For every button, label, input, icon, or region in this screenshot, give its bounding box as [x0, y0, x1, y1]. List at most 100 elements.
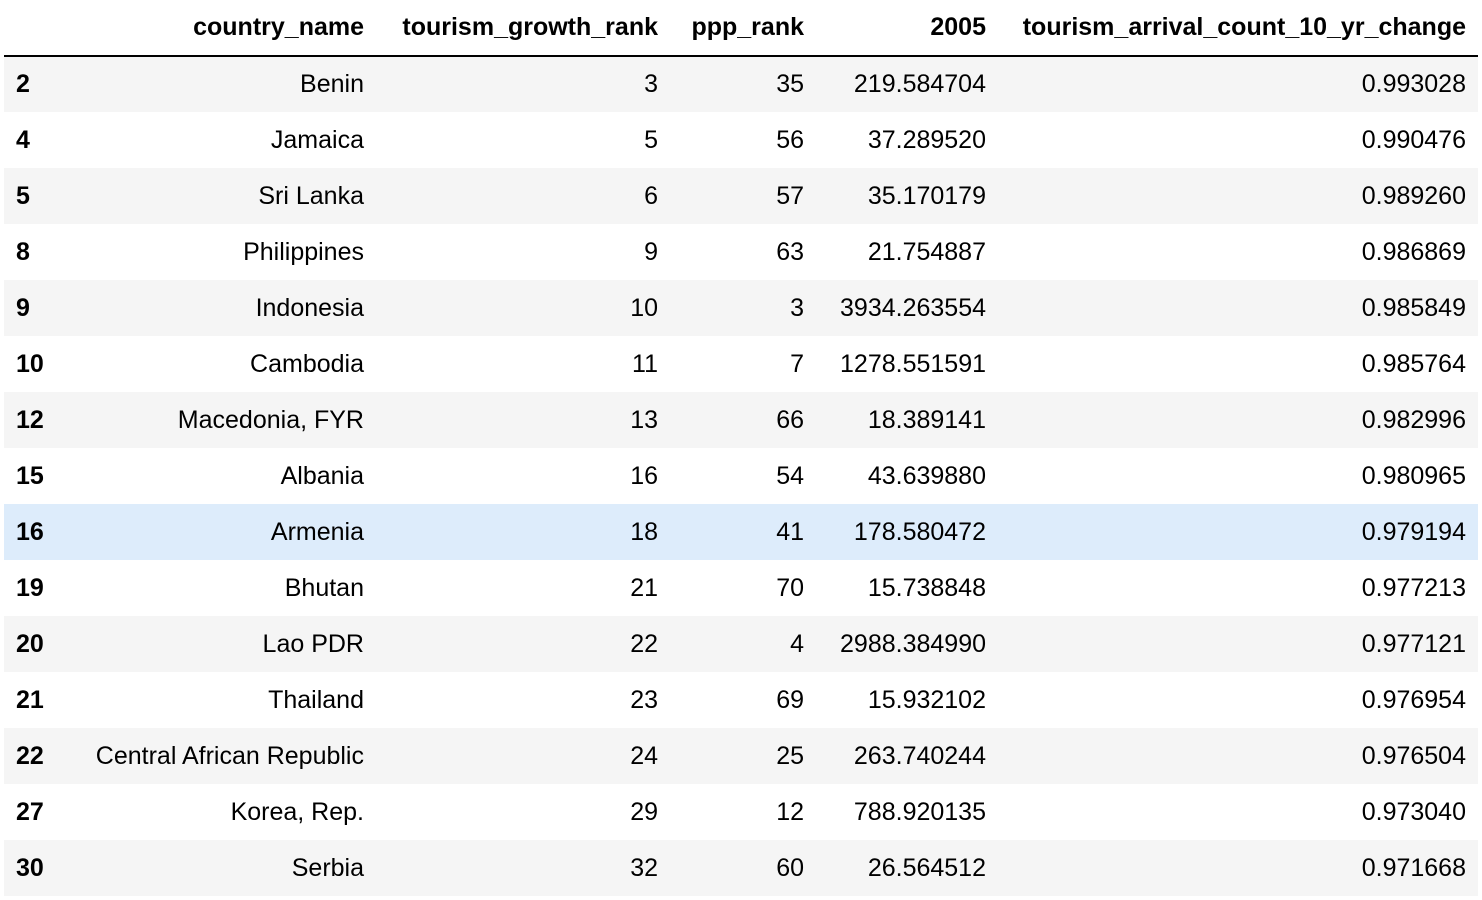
cell-country-name: Macedonia, FYR: [177, 405, 364, 434]
cell-tourism-arrival-count-10-yr-change: 0.979194: [1361, 517, 1466, 546]
cell-ppp-rank: 57: [776, 181, 804, 210]
cell-tourism-arrival-count-10-yr-change: 0.980965: [1361, 461, 1466, 490]
cell-country-name: Korea, Rep.: [230, 797, 364, 826]
cell-2005: 3934.263554: [840, 293, 986, 322]
cell-tourism-growth-rank: 10: [630, 293, 658, 322]
cell-2005: 21.754887: [867, 237, 986, 266]
cell-ppp-rank: 69: [776, 685, 804, 714]
cell-2005: 219.584704: [853, 70, 986, 98]
cell-tourism-arrival-count-10-yr-change: 0.976504: [1361, 741, 1466, 770]
header-2005: 2005: [816, 0, 998, 57]
header-index: [4, 0, 66, 57]
row-index: 8: [16, 237, 30, 266]
cell-tourism-growth-rank: 3: [644, 70, 658, 98]
cell-tourism-arrival-count-10-yr-change: 0.976954: [1361, 685, 1466, 714]
row-index: 30: [16, 853, 44, 882]
table-row: 4 Jamaica 5 56 37.289520 0.990476: [4, 112, 1478, 168]
row-index: 21: [16, 685, 44, 714]
cell-ppp-rank: 7: [790, 349, 804, 378]
cell-ppp-rank: 66: [776, 405, 804, 434]
cell-2005: 1278.551591: [840, 349, 986, 378]
row-index: 5: [16, 181, 30, 210]
table-row: 5 Sri Lanka 6 57 35.170179 0.989260: [4, 168, 1478, 224]
cell-tourism-growth-rank: 24: [630, 741, 658, 770]
row-index: 19: [16, 573, 44, 602]
table-row: 30 Serbia 32 60 26.564512 0.971668: [4, 840, 1478, 896]
table-body: 2 Benin 3 35 219.584704 0.993028 4 Jamaica 5 56 37…: [4, 56, 1478, 896]
row-index: 27: [16, 797, 44, 826]
cell-ppp-rank: 3: [790, 293, 804, 322]
cell-tourism-arrival-count-10-yr-change: 0.990476: [1361, 125, 1466, 154]
cell-2005: 37.289520: [867, 125, 986, 154]
cell-tourism-growth-rank: 5: [644, 125, 658, 154]
header-country-name: country_name: [66, 0, 376, 57]
header-ppp-rank: ppp_rank: [670, 0, 816, 57]
cell-ppp-rank: 41: [776, 517, 804, 546]
cell-ppp-rank: 12: [776, 797, 804, 826]
cell-country-name: Indonesia: [255, 293, 364, 322]
table-row: 21 Thailand 23 69 15.932102 0.976954: [4, 672, 1478, 728]
cell-2005: 263.740244: [853, 741, 986, 770]
table-row: 12 Macedonia, FYR 13 66 18.389141 0.982996: [4, 392, 1478, 448]
cell-ppp-rank: 56: [776, 125, 804, 154]
cell-tourism-arrival-count-10-yr-change: 0.982996: [1361, 405, 1466, 434]
header-row: country_name tourism_growth_rank ppp_ran…: [4, 0, 1478, 57]
cell-2005: 788.920135: [853, 797, 986, 826]
cell-tourism-growth-rank: 9: [644, 237, 658, 266]
cell-tourism-arrival-count-10-yr-change: 0.985764: [1361, 349, 1466, 378]
row-index: 4: [16, 125, 30, 154]
cell-country-name: Bhutan: [284, 573, 364, 602]
cell-ppp-rank: 4: [790, 629, 804, 658]
cell-ppp-rank: 70: [776, 573, 804, 602]
row-index: 10: [16, 349, 44, 378]
cell-country-name: Central African Republic: [95, 741, 364, 770]
cell-country-name: Sri Lanka: [258, 181, 364, 210]
cell-tourism-arrival-count-10-yr-change: 0.986869: [1361, 237, 1466, 266]
table-row: 19 Bhutan 21 70 15.738848 0.977213: [4, 560, 1478, 616]
cell-2005: 18.389141: [867, 405, 986, 434]
cell-tourism-growth-rank: 16: [630, 461, 658, 490]
row-index: 22: [16, 741, 44, 770]
table-header: country_name tourism_growth_rank ppp_ran…: [4, 0, 1478, 57]
row-index: 9: [16, 293, 30, 322]
cell-2005: 35.170179: [867, 181, 986, 210]
cell-2005: 15.738848: [867, 573, 986, 602]
cell-tourism-arrival-count-10-yr-change: 0.973040: [1361, 797, 1466, 826]
row-index: 2: [16, 70, 30, 98]
cell-country-name: Philippines: [243, 237, 364, 266]
cell-tourism-growth-rank: 21: [630, 573, 658, 602]
cell-country-name: Serbia: [291, 853, 364, 882]
cell-tourism-growth-rank: 11: [632, 349, 658, 378]
cell-2005: 43.639880: [867, 461, 986, 490]
table-row: 20 Lao PDR 22 4 2988.384990 0.977121: [4, 616, 1478, 672]
cell-country-name: Armenia: [270, 517, 364, 546]
cell-tourism-growth-rank: 22: [630, 629, 658, 658]
table-row: 9 Indonesia 10 3 3934.263554 0.985849: [4, 280, 1478, 336]
cell-tourism-arrival-count-10-yr-change: 0.977213: [1361, 573, 1466, 602]
row-index: 20: [16, 629, 44, 658]
cell-tourism-arrival-count-10-yr-change: 0.993028: [1361, 70, 1466, 98]
table-row: 16 Armenia 18 41 178.580472 0.979194: [4, 504, 1478, 560]
table-row: 10 Cambodia 11 7 1278.551591 0.985764: [4, 336, 1478, 392]
cell-ppp-rank: 25: [776, 741, 804, 770]
table-row: 22 Central African Republic 24 25 263.740244…: [4, 728, 1478, 784]
cell-tourism-growth-rank: 18: [630, 517, 658, 546]
cell-2005: 26.564512: [867, 853, 986, 882]
cell-ppp-rank: 54: [776, 461, 804, 490]
cell-ppp-rank: 60: [776, 853, 804, 882]
cell-country-name: Cambodia: [250, 349, 364, 378]
table-row: 15 Albania 16 54 43.639880 0.980965: [4, 448, 1478, 504]
row-index: 15: [16, 461, 44, 490]
row-index: 12: [16, 405, 44, 434]
cell-tourism-growth-rank: 6: [644, 181, 658, 210]
cell-country-name: Thailand: [268, 685, 364, 714]
table-row: 2 Benin 3 35 219.584704 0.993028: [4, 56, 1478, 112]
cell-tourism-growth-rank: 29: [630, 797, 658, 826]
cell-tourism-arrival-count-10-yr-change: 0.989260: [1361, 181, 1466, 210]
cell-tourism-growth-rank: 23: [630, 685, 658, 714]
header-tourism-growth-rank: tourism_growth_rank: [376, 0, 670, 57]
dataframe-table: country_name tourism_growth_rank ppp_ran…: [4, 0, 1478, 896]
table-row: 8 Philippines 9 63 21.754887 0.986869: [4, 224, 1478, 280]
cell-2005: 178.580472: [853, 517, 986, 546]
cell-country-name: Albania: [280, 461, 364, 490]
